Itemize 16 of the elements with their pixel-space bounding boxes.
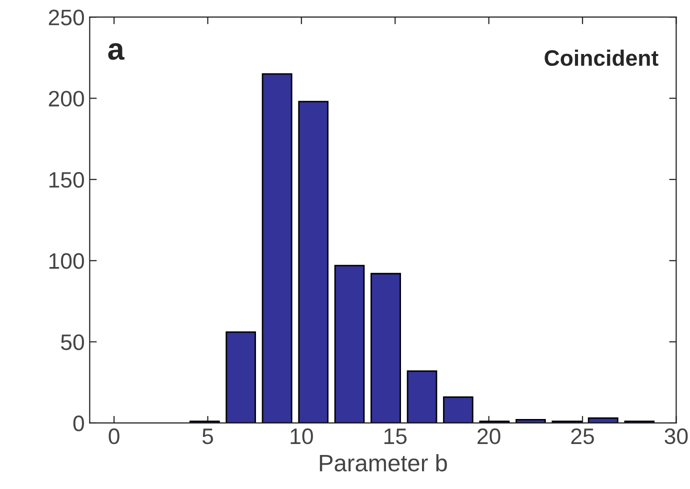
- annotation: Coincident: [544, 50, 658, 66]
- x-tick-label: 20: [478, 428, 500, 444]
- x-tick-label: 5: [202, 428, 213, 444]
- y-tick-label: 200: [48, 90, 84, 107]
- x-tick-label: 25: [571, 428, 594, 444]
- y-tick-label: 150: [49, 172, 84, 188]
- x-tick-label: 15: [384, 428, 407, 444]
- y-tick-label: 50: [61, 334, 84, 350]
- y-tick-label: 0: [73, 416, 84, 432]
- x-tick-label: 0: [108, 428, 120, 444]
- x-axis-title: Parameter b: [320, 454, 447, 472]
- y-tick-label: 250: [48, 10, 84, 26]
- x-tick-label: 30: [664, 428, 688, 444]
- annotation: a: [108, 43, 124, 60]
- x-tick-label: 10: [290, 428, 313, 444]
- y-tick-label: 100: [49, 253, 84, 269]
